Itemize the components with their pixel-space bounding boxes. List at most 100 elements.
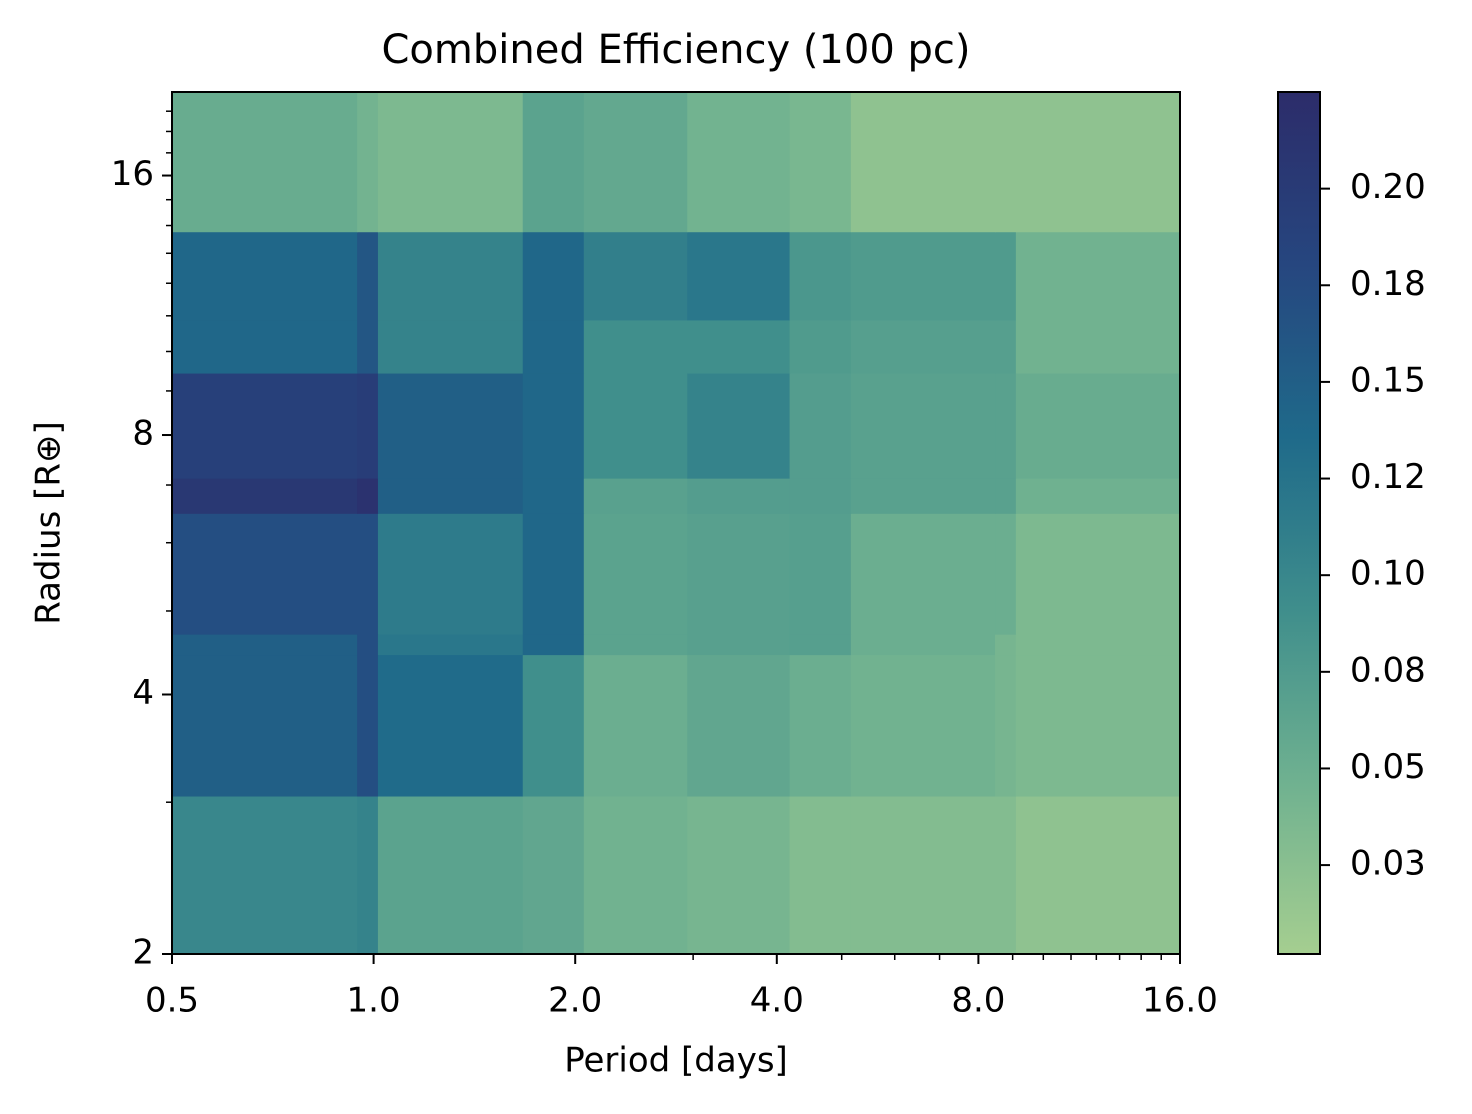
plot-frame <box>171 91 1181 955</box>
colorbar-tick-label: 0.08 <box>1350 650 1426 690</box>
heat-cell <box>522 796 585 955</box>
heat-cell <box>687 513 791 635</box>
heat-cell <box>687 373 791 479</box>
heat-cell <box>789 231 852 321</box>
chart-title: Combined Efficiency (100 pc) <box>382 27 971 73</box>
heat-cell <box>583 373 688 479</box>
colorbar-tick-label: 0.03 <box>1350 844 1426 884</box>
heat-cell <box>377 92 524 233</box>
heat-cell <box>522 654 585 797</box>
heat-cell <box>172 231 358 321</box>
heat-cell <box>1015 92 1181 233</box>
heat-cell <box>172 796 358 955</box>
colorbar-tick-label: 0.10 <box>1350 554 1426 594</box>
x-tick-label: 1.0 <box>347 981 401 1021</box>
heat-cell <box>172 513 358 635</box>
heat-cell <box>583 478 688 514</box>
heat-cell <box>995 634 1017 656</box>
x-tick-label: 8.0 <box>951 981 1005 1021</box>
heat-cell <box>789 478 852 514</box>
heat-cell <box>377 373 524 479</box>
heat-cell <box>687 634 791 656</box>
colorbar-tick-label: 0.20 <box>1350 167 1426 207</box>
heat-cell <box>1015 319 1181 374</box>
colorbar-tick-label: 0.05 <box>1350 747 1426 787</box>
heat-cell <box>377 231 524 321</box>
heat-cell <box>522 478 585 514</box>
heat-cell <box>789 373 852 479</box>
heat-cell <box>172 634 358 656</box>
x-tick-label: 2.0 <box>548 981 602 1021</box>
heat-cell <box>377 634 524 656</box>
heat-cell <box>995 92 1017 233</box>
heat-cell <box>850 373 996 479</box>
heat-cell <box>995 373 1017 479</box>
heat-cell <box>687 796 791 955</box>
heat-cell <box>357 373 379 479</box>
heat-cell <box>995 513 1017 635</box>
heat-cell <box>789 654 852 797</box>
heat-cell <box>172 319 358 374</box>
y-tick-label: 4 <box>132 673 154 713</box>
heat-cell <box>522 634 585 656</box>
x-axis-label: Period [days] <box>564 1041 788 1081</box>
heat-cell <box>377 654 524 797</box>
x-tick-label: 4.0 <box>750 981 804 1021</box>
heat-cell <box>850 796 996 955</box>
heat-cell <box>1015 513 1181 635</box>
heat-cell <box>995 478 1017 514</box>
x-tick-label: 16.0 <box>1142 981 1218 1021</box>
heat-cell <box>1015 373 1181 479</box>
heat-cell <box>357 319 379 374</box>
heat-cell <box>357 513 379 635</box>
heat-cell <box>850 654 996 797</box>
heat-cell <box>522 231 585 321</box>
heat-cell <box>789 796 852 955</box>
heat-cell <box>687 231 791 321</box>
x-tick-label: 0.5 <box>145 981 199 1021</box>
colorbar-tick-label: 0.18 <box>1350 264 1426 304</box>
heat-cell <box>995 231 1017 321</box>
heat-cell <box>583 634 688 656</box>
heat-cell <box>789 92 852 233</box>
heat-cell <box>522 513 585 635</box>
heat-cell <box>172 92 358 233</box>
colorbar-tick-label: 0.12 <box>1350 457 1426 497</box>
heat-cell <box>850 231 996 321</box>
heat-cell <box>1015 796 1181 955</box>
heat-cell <box>850 319 996 374</box>
heat-cell <box>850 634 996 656</box>
heat-cell <box>583 92 688 233</box>
heat-cell <box>1015 654 1181 797</box>
heat-cell <box>583 319 688 374</box>
colorbar-tick-label: 0.15 <box>1350 360 1426 400</box>
heat-cell <box>583 796 688 955</box>
heat-cell <box>357 478 379 514</box>
heat-cell <box>1015 634 1181 656</box>
heat-cell <box>1015 478 1181 514</box>
heat-cell <box>995 796 1017 955</box>
heat-cell <box>172 373 358 479</box>
heat-cell <box>995 319 1017 374</box>
heat-cell <box>789 513 852 635</box>
heat-cell <box>583 231 688 321</box>
heat-cell <box>522 92 585 233</box>
heat-cell <box>687 319 791 374</box>
y-tick-label: 8 <box>132 414 154 454</box>
heat-cell <box>789 319 852 374</box>
heat-cell <box>687 92 791 233</box>
heat-cell <box>377 796 524 955</box>
heat-cell <box>583 513 688 635</box>
heat-cell <box>687 654 791 797</box>
heat-cell <box>522 319 585 374</box>
heat-cell <box>377 319 524 374</box>
y-tick-label: 2 <box>132 933 154 973</box>
heat-cell <box>172 478 358 514</box>
heat-cell <box>357 654 379 797</box>
heat-cell <box>995 654 1017 797</box>
colorbar <box>1277 91 1321 955</box>
heat-cell <box>850 92 996 233</box>
heat-cell <box>850 513 996 635</box>
heat-cell <box>172 654 358 797</box>
